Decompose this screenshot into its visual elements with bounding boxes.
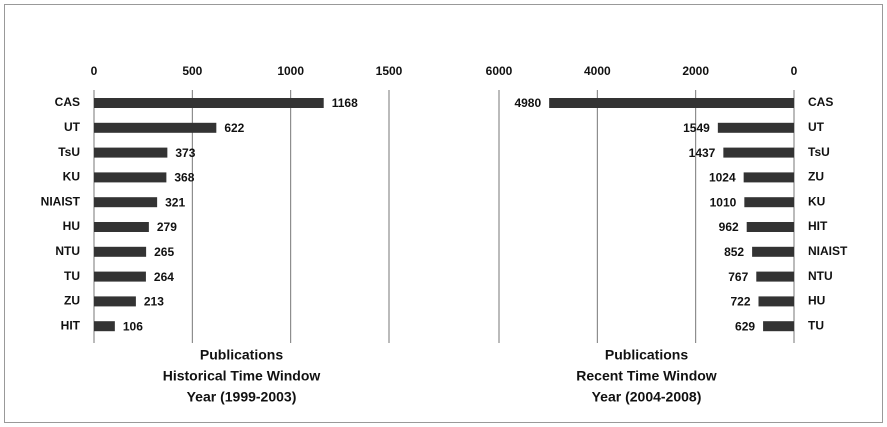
x-tick-label: 2000 [682,64,709,78]
y-tick-label: TU [808,318,824,332]
y-tick-label: CAS [808,95,833,109]
y-tick-label: HIT [61,318,81,332]
value-label: 368 [174,171,194,185]
value-label: 321 [165,195,185,209]
y-tick-label: TsU [808,145,830,159]
value-label: 1437 [689,146,716,160]
bar [549,98,794,108]
y-tick-label: UT [64,120,81,134]
axis-title: Publications [605,347,688,363]
value-label: 265 [154,245,174,259]
x-tick-label: 0 [791,64,798,78]
bar [94,296,136,307]
x-tick-label: 0 [91,64,98,78]
value-label: 106 [123,319,143,333]
y-tick-label: NIAIST [41,194,81,208]
axis-title: Year (1999-2003) [187,389,297,405]
y-tick-label: NTU [55,244,80,258]
bar [752,246,794,257]
value-label: 1168 [332,96,358,110]
bar [758,296,794,307]
value-label: 722 [730,295,750,309]
x-tick-label: 4000 [584,64,611,78]
x-tick-label: 500 [182,64,202,78]
value-label: 279 [157,220,177,234]
axis-title: Publications [200,347,283,363]
bar [743,172,794,183]
bar [717,122,794,133]
bar [763,321,794,332]
axis-title: Recent Time Window [576,368,717,384]
value-label: 4980 [514,96,541,110]
value-label: 1024 [709,171,736,185]
y-tick-label: NTU [808,269,833,283]
value-label: 1549 [683,121,710,135]
y-tick-label: HU [63,219,80,233]
bar [94,222,149,232]
y-tick-label: NIAIST [808,244,848,258]
bar [94,172,167,183]
bar [723,147,794,158]
y-tick-label: TU [64,269,80,283]
axis-title: Historical Time Window [163,368,321,384]
y-tick-label: ZU [64,294,80,308]
bar [94,147,168,158]
axis-title: Year (2004-2008) [592,389,702,405]
y-tick-label: HU [808,294,825,308]
value-label: 962 [719,220,739,234]
x-tick-label: 1000 [277,64,304,78]
value-label: 622 [224,121,244,135]
bar [94,246,147,257]
y-tick-label: UT [808,120,825,134]
x-tick-label: 1500 [376,64,403,78]
x-tick-label: 6000 [486,64,513,78]
y-tick-label: CAS [55,95,80,109]
y-tick-label: TsU [58,145,80,159]
value-label: 213 [144,295,164,309]
value-label: 767 [728,270,748,284]
y-tick-label: KU [63,170,80,184]
bar [756,271,794,282]
frame [4,4,883,423]
y-tick-label: KU [808,194,825,208]
bar [94,321,115,332]
bar [94,271,146,282]
value-label: 852 [724,245,744,259]
value-label: 373 [175,146,195,160]
bar [746,222,794,232]
bar [94,197,158,208]
y-tick-label: HIT [808,219,828,233]
y-tick-label: ZU [808,170,824,184]
value-label: 264 [154,270,174,284]
bar [94,98,324,108]
value-label: 629 [735,319,755,333]
bar [94,122,217,133]
bar [744,197,794,208]
value-label: 1010 [710,195,737,209]
